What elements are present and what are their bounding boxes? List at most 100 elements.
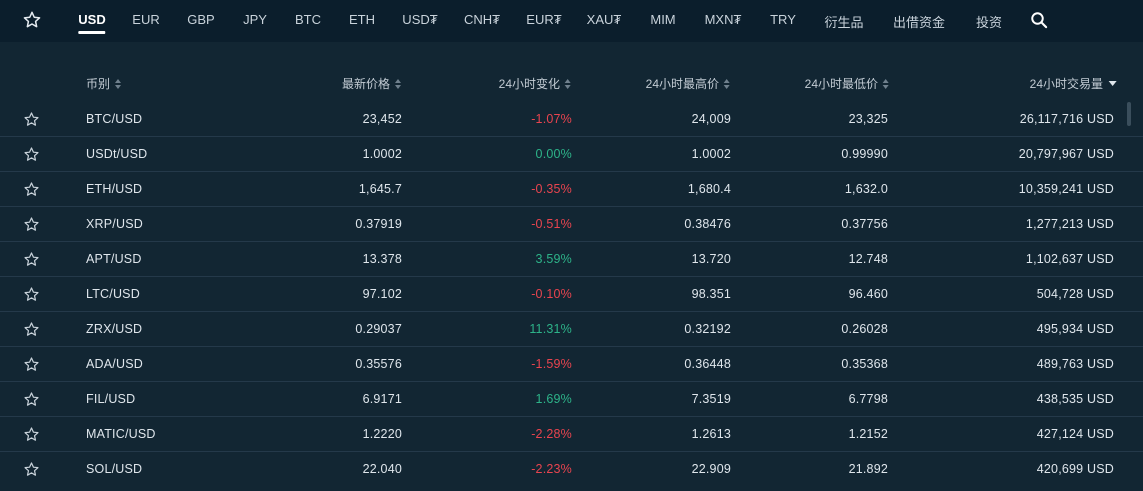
favorite-star-icon[interactable] xyxy=(23,356,40,373)
table-row[interactable]: MATIC/USD 1.2220 -2.28% 1.2613 1.2152 427,124… xyxy=(0,417,1143,452)
tab-eth[interactable]: ETH xyxy=(349,12,375,27)
favorites-star-icon[interactable] xyxy=(22,10,42,30)
table-row[interactable]: USDt/USD 1.0002 0.00% 1.0002 0.99990 20,797,9… xyxy=(0,137,1143,172)
column-header-volume[interactable]: 24小时交易量 xyxy=(1030,75,1117,92)
pair-cell: FIL/USD xyxy=(86,392,136,406)
favorite-star-icon[interactable] xyxy=(23,286,40,303)
change-cell: 11.31% xyxy=(529,322,572,336)
column-header-last-price[interactable]: 最新价格 xyxy=(342,75,402,92)
pair-cell: MATIC/USD xyxy=(86,427,156,441)
volume-cell: 420,699 USD xyxy=(1036,462,1114,476)
last-price-cell: 0.37919 xyxy=(355,217,402,231)
tab-cnht[interactable]: CNH₮ xyxy=(463,12,501,27)
search-icon[interactable] xyxy=(1030,11,1048,29)
tab-usd[interactable]: USD xyxy=(78,12,107,34)
pair-cell: USDt/USD xyxy=(86,147,148,161)
change-cell: 0.00% xyxy=(535,147,572,161)
high-cell: 7.3519 xyxy=(691,392,731,406)
volume-cell: 438,535 USD xyxy=(1036,392,1114,406)
high-cell: 1,680.4 xyxy=(687,182,731,196)
tab-mxnt[interactable]: MXN₮ xyxy=(704,12,742,27)
table-row[interactable]: ZRX/USD 0.29037 11.31% 0.32192 0.26028 495,93… xyxy=(0,312,1143,347)
last-price-cell: 13.378 xyxy=(362,252,402,266)
favorite-star-icon[interactable] xyxy=(23,426,40,443)
high-cell: 98.351 xyxy=(691,287,731,301)
tab-eur[interactable]: EUR xyxy=(132,12,160,27)
high-cell: 13.720 xyxy=(691,252,731,266)
scrollbar-thumb[interactable] xyxy=(1127,102,1131,126)
volume-cell: 1,102,637 USD xyxy=(1025,252,1114,266)
column-header-change[interactable]: 24小时变化 xyxy=(499,75,572,92)
low-cell: 1,632.0 xyxy=(844,182,888,196)
tab-try[interactable]: TRY xyxy=(770,12,796,27)
table-row[interactable]: BTC/USD 23,452 -1.07% 24,009 23,325 26,117,71… xyxy=(0,102,1143,137)
tab-mim[interactable]: MIM xyxy=(650,12,676,27)
volume-cell: 427,124 USD xyxy=(1036,427,1114,441)
favorite-star-icon[interactable] xyxy=(23,251,40,268)
volume-cell: 10,359,241 USD xyxy=(1018,182,1114,196)
last-price-cell: 1.0002 xyxy=(362,147,402,161)
table-row[interactable]: APT/USD 13.378 3.59% 13.720 12.748 1,102,637 … xyxy=(0,242,1143,277)
tab-gbp[interactable]: GBP xyxy=(187,12,215,27)
sort-icon xyxy=(395,78,402,89)
table-row[interactable]: ADA/USD 0.35576 -1.59% 0.36448 0.35368 489,76… xyxy=(0,347,1143,382)
tab-btc[interactable]: BTC xyxy=(295,12,321,27)
favorite-star-icon[interactable] xyxy=(23,216,40,233)
favorite-star-icon[interactable] xyxy=(23,181,40,198)
high-cell: 1.2613 xyxy=(691,427,731,441)
pair-cell: LTC/USD xyxy=(86,287,140,301)
low-cell: 23,325 xyxy=(848,112,888,126)
tab-xaut[interactable]: XAU₮ xyxy=(586,12,622,27)
pair-cell: APT/USD xyxy=(86,252,142,266)
column-header-high-label: 24小时最高价 xyxy=(645,77,719,91)
last-price-cell: 23,452 xyxy=(362,112,402,126)
table-row[interactable]: XRP/USD 0.37919 -0.51% 0.38476 0.37756 1,277,… xyxy=(0,207,1143,242)
volume-cell: 20,797,967 USD xyxy=(1018,147,1114,161)
column-header-low[interactable]: 24小时最低价 xyxy=(805,75,890,92)
low-cell: 21.892 xyxy=(848,462,888,476)
column-header-pair[interactable]: 币别 xyxy=(86,75,122,92)
last-price-cell: 22.040 xyxy=(362,462,402,476)
table-row[interactable]: ETH/USD 1,645.7 -0.35% 1,680.4 1,632.0 10,359… xyxy=(0,172,1143,207)
sort-icon xyxy=(724,78,731,89)
sort-icon xyxy=(115,78,122,89)
favorite-star-icon[interactable] xyxy=(23,391,40,408)
column-header-change-label: 24小时变化 xyxy=(498,77,560,91)
pair-cell: XRP/USD xyxy=(86,217,143,231)
high-cell: 0.36448 xyxy=(684,357,731,371)
change-cell: -0.35% xyxy=(531,182,572,196)
tab-eurt[interactable]: EUR₮ xyxy=(526,12,562,27)
table-row[interactable]: FIL/USD 6.9171 1.69% 7.3519 6.7798 438,535 US… xyxy=(0,382,1143,417)
currency-tab-bar: USD EUR GBP JPY BTC ETH USD₮ CNH₮ EUR₮ XAU₮ MIM MXN… xyxy=(0,0,1143,42)
table-row[interactable]: SOL/USD 22.040 -2.23% 22.909 21.892 420,699 U… xyxy=(0,452,1143,487)
high-cell: 0.32192 xyxy=(684,322,731,336)
column-header-high[interactable]: 24小时最高价 xyxy=(646,75,731,92)
change-cell: -2.23% xyxy=(531,462,572,476)
volume-cell: 26,117,716 USD xyxy=(1019,112,1114,126)
tab-derivatives[interactable]: 衍生品 xyxy=(824,15,864,30)
sort-icon xyxy=(565,78,572,89)
favorite-star-icon[interactable] xyxy=(23,146,40,163)
pair-cell: ADA/USD xyxy=(86,357,143,371)
low-cell: 0.26028 xyxy=(841,322,888,336)
low-cell: 0.37756 xyxy=(841,217,888,231)
high-cell: 0.38476 xyxy=(684,217,731,231)
volume-cell: 489,763 USD xyxy=(1036,357,1114,371)
last-price-cell: 1.2220 xyxy=(362,427,402,441)
tab-invest[interactable]: 投资 xyxy=(975,15,1003,30)
favorite-star-icon[interactable] xyxy=(23,461,40,478)
tab-jpy[interactable]: JPY xyxy=(243,12,267,27)
sort-icon xyxy=(883,78,890,89)
favorite-star-icon[interactable] xyxy=(23,111,40,128)
pair-cell: ZRX/USD xyxy=(86,322,143,336)
tab-usdt[interactable]: USD₮ xyxy=(402,12,438,27)
change-cell: -0.51% xyxy=(531,217,572,231)
low-cell: 6.7798 xyxy=(848,392,888,406)
table-row[interactable]: LTC/USD 97.102 -0.10% 98.351 96.460 504,728 U… xyxy=(0,277,1143,312)
favorite-star-icon[interactable] xyxy=(23,321,40,338)
tab-lending[interactable]: 出借资金 xyxy=(892,15,946,30)
table-body: BTC/USD 23,452 -1.07% 24,009 23,325 26,117,71… xyxy=(0,102,1143,487)
last-price-cell: 1,645.7 xyxy=(358,182,402,196)
change-cell: -1.07% xyxy=(531,112,572,126)
last-price-cell: 6.9171 xyxy=(362,392,402,406)
